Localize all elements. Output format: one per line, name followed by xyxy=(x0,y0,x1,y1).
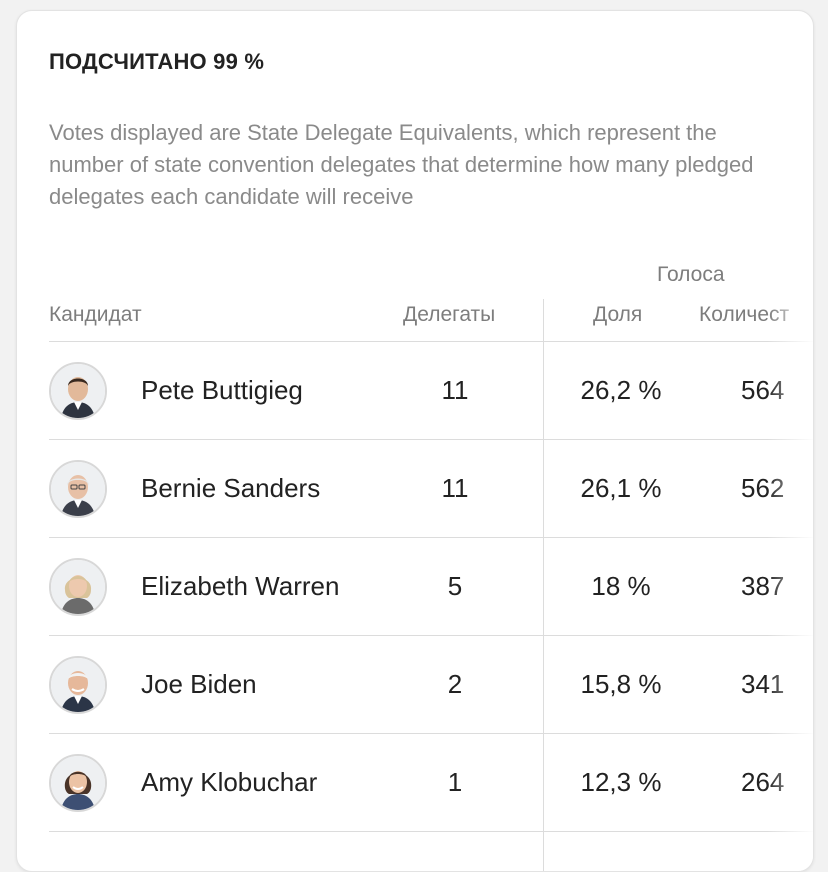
results-card: ПОДСЧИТАНО 99 % Votes displayed are Stat… xyxy=(16,10,814,872)
sde-explanation-note: Votes displayed are State Delegate Equiv… xyxy=(49,120,754,209)
count-value: 387 xyxy=(741,571,785,601)
share-value: 15,8 % xyxy=(580,669,662,699)
share-value: 18 % xyxy=(591,571,651,601)
candidate-name: Elizabeth Warren xyxy=(141,571,340,601)
table-row[interactable]: Amy Klobuchar 1 12,3 % 264 xyxy=(17,734,813,832)
row-divider xyxy=(49,537,813,538)
candidate-portrait-icon xyxy=(49,656,107,714)
column-header-delegates: Делегаты xyxy=(403,303,496,326)
column-header-share: Доля xyxy=(593,303,643,326)
column-header-count: Количест xyxy=(699,303,790,326)
count-value: 264 xyxy=(741,767,785,797)
delegates-value: 2 xyxy=(447,669,463,699)
column-header-candidate: Кандидат xyxy=(49,303,142,326)
row-divider xyxy=(49,439,813,440)
count-value: 562 xyxy=(741,473,785,503)
candidate-portrait-icon xyxy=(49,362,107,420)
share-value: 26,1 % xyxy=(580,473,662,503)
row-divider xyxy=(49,635,813,636)
table-row[interactable]: Elizabeth Warren 5 18 % 387 xyxy=(17,538,813,636)
count-status: ПОДСЧИТАНО 99 % xyxy=(49,49,265,74)
candidate-portrait-icon xyxy=(49,460,107,518)
column-divider xyxy=(543,299,544,871)
delegates-value: 11 xyxy=(441,473,469,503)
count-value: 341 xyxy=(741,669,785,699)
delegates-value: 1 xyxy=(447,767,463,797)
table-row[interactable]: Bernie Sanders 11 26,1 % 562 xyxy=(17,440,813,538)
candidate-portrait-icon xyxy=(49,558,107,616)
share-value: 26,2 % xyxy=(580,375,662,405)
table-row[interactable]: Joe Biden 2 15,8 % 341 xyxy=(17,636,813,734)
candidate-portrait-icon xyxy=(49,754,107,812)
delegates-value: 11 xyxy=(441,375,469,405)
votes-group-header: Голоса xyxy=(657,263,725,286)
candidate-name: Joe Biden xyxy=(141,669,257,699)
candidate-name: Pete Buttigieg xyxy=(141,375,303,405)
header-divider xyxy=(49,341,813,342)
delegates-value: 5 xyxy=(447,571,463,601)
table-row[interactable]: Pete Buttigieg 11 26,2 % 564 xyxy=(17,342,813,440)
count-value: 564 xyxy=(741,375,785,405)
candidate-name: Bernie Sanders xyxy=(141,473,321,503)
candidate-name: Amy Klobuchar xyxy=(141,767,318,797)
row-divider xyxy=(49,831,813,832)
share-value: 12,3 % xyxy=(580,767,662,797)
row-divider xyxy=(49,733,813,734)
